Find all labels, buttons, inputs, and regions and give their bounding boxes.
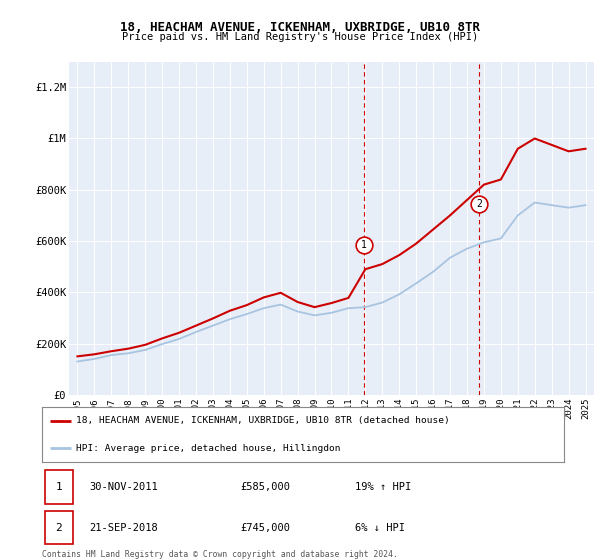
Text: 30-NOV-2011: 30-NOV-2011 xyxy=(89,482,158,492)
Text: 1: 1 xyxy=(361,240,367,250)
Text: £745,000: £745,000 xyxy=(241,522,290,533)
FancyBboxPatch shape xyxy=(44,511,73,544)
Text: 21-SEP-2018: 21-SEP-2018 xyxy=(89,522,158,533)
Text: 18, HEACHAM AVENUE, ICKENHAM, UXBRIDGE, UB10 8TR: 18, HEACHAM AVENUE, ICKENHAM, UXBRIDGE, … xyxy=(120,21,480,34)
Text: 2: 2 xyxy=(55,522,62,533)
Text: Contains HM Land Registry data © Crown copyright and database right 2024.
This d: Contains HM Land Registry data © Crown c… xyxy=(42,550,398,560)
Text: HPI: Average price, detached house, Hillingdon: HPI: Average price, detached house, Hill… xyxy=(76,444,340,453)
Text: Price paid vs. HM Land Registry's House Price Index (HPI): Price paid vs. HM Land Registry's House … xyxy=(122,32,478,43)
Text: 18, HEACHAM AVENUE, ICKENHAM, UXBRIDGE, UB10 8TR (detached house): 18, HEACHAM AVENUE, ICKENHAM, UXBRIDGE, … xyxy=(76,416,449,426)
Text: 1: 1 xyxy=(55,482,62,492)
Text: 6% ↓ HPI: 6% ↓ HPI xyxy=(355,522,405,533)
Text: £585,000: £585,000 xyxy=(241,482,290,492)
Text: 2: 2 xyxy=(476,199,482,209)
FancyBboxPatch shape xyxy=(44,470,73,503)
Text: 19% ↑ HPI: 19% ↑ HPI xyxy=(355,482,412,492)
